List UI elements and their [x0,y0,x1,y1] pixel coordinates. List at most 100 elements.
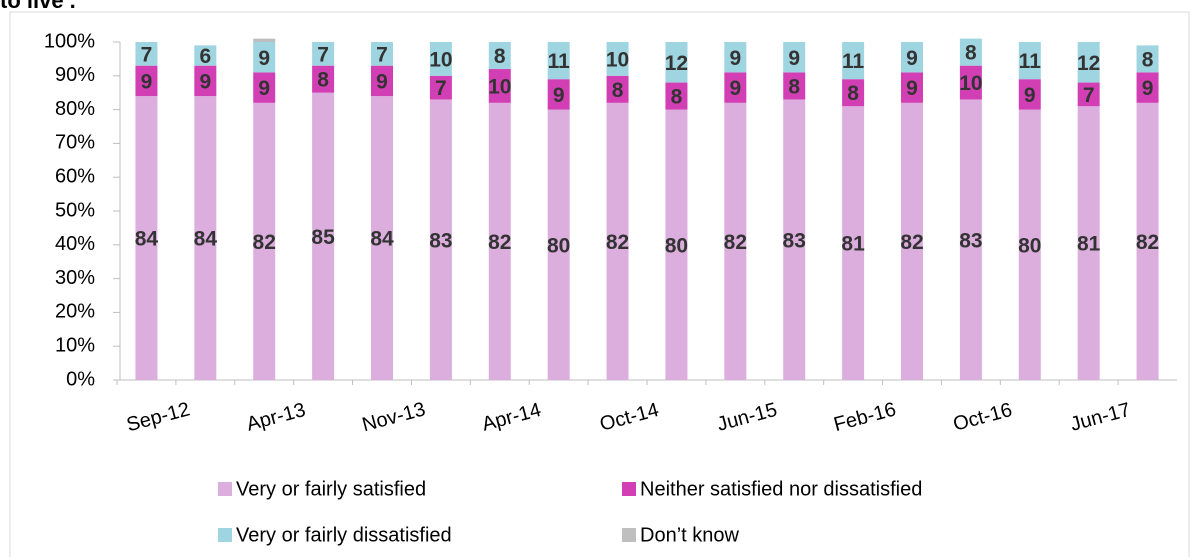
data-label: 7 [141,43,153,66]
bar-segment [1018,109,1041,380]
y-tick-label: 100% [44,30,95,52]
bar-segment [783,72,806,100]
bar-segment [724,102,747,380]
bar-segment [665,82,688,110]
x-tick-label: Jun-17 [1068,399,1133,436]
bar-segment [253,38,276,42]
data-label: 8 [965,42,977,65]
data-label: 80 [1018,234,1041,257]
bar-segment [959,38,982,66]
legend-label: Don’t know [640,524,739,546]
x-tick-label: Sep-12 [124,398,192,436]
data-label: 81 [1077,233,1101,256]
bar-segment [665,109,688,380]
y-tick-label: 80% [55,98,95,120]
data-label: 8 [317,69,329,92]
data-label: 83 [959,229,982,252]
bar-segment [901,102,923,380]
data-label: 82 [253,231,276,254]
y-tick-label: 10% [55,334,95,356]
bar-segment [1077,82,1100,107]
x-tick-label: Oct-14 [598,399,662,436]
data-label: 81 [841,233,865,256]
x-tick-label: Feb-16 [831,398,898,436]
data-label: 85 [311,226,335,249]
bar-segment [135,42,158,66]
data-label: 8 [1142,48,1154,71]
y-tick-label: 90% [55,64,95,86]
legend-swatch [218,482,232,496]
bar-segment [724,42,747,73]
data-label: 9 [258,47,270,70]
data-label: 11 [842,50,865,73]
data-label: 11 [1019,50,1042,73]
data-label: 82 [1136,231,1159,254]
bar-segment [429,42,452,76]
bar-segment [253,42,276,73]
bar-segment [606,75,629,103]
y-tick-label: 50% [55,199,95,221]
data-label: 7 [376,43,388,66]
bar-segment [901,42,923,73]
bar-segment [371,96,393,380]
chart-frame [9,11,1190,557]
data-label: 9 [258,77,270,100]
data-label: 7 [435,77,447,100]
bar-segment [959,99,982,381]
x-tick-label: Jun-15 [715,399,780,436]
bar-segment [1077,42,1100,83]
bar-segment [429,99,452,381]
data-label: 12 [665,52,688,75]
data-label: 83 [429,229,452,252]
data-label: 8 [788,75,800,98]
bar-segment [312,65,335,93]
bar-segment [194,65,217,97]
data-label: 11 [548,50,571,73]
legend-label: Neither satisfied nor dissatisfied [640,478,922,500]
bar-segment [488,102,511,380]
data-label: 8 [847,82,859,105]
data-label: 10 [429,48,452,71]
bar-segment [253,72,276,103]
data-label: 8 [612,79,624,102]
data-label: 6 [199,45,211,68]
y-tick-label: 30% [55,267,95,289]
x-tick-label: Apr-14 [480,399,544,436]
bar-segment [783,42,806,73]
data-label: 9 [376,70,388,93]
data-label: 80 [665,234,688,257]
bar-segment [665,42,688,83]
bar-segment [901,72,923,103]
data-label: 80 [547,234,570,257]
data-label: 9 [1142,77,1154,100]
data-label: 10 [959,72,982,95]
data-label: 82 [488,231,511,254]
bar-segment [253,102,276,380]
y-tick-label: 0% [66,368,95,390]
bar-segment [606,102,629,380]
data-label: 8 [671,86,683,109]
legend-swatch [622,528,636,542]
y-tick-label: 70% [55,132,95,154]
bar-segment [194,45,217,66]
legend-swatch [622,482,636,496]
data-label: 9 [553,84,565,107]
data-label: 9 [906,77,918,100]
bar-segment [842,42,865,80]
bar-segment [783,99,806,381]
data-label: 9 [729,47,741,70]
y-tick-label: 40% [55,233,95,255]
x-tick-label: Nov-13 [360,398,428,436]
data-label: 84 [135,228,159,251]
chart-title: to live’. [0,0,76,13]
bar-segment [547,79,570,110]
bar-segment [135,65,158,97]
data-label: 9 [906,47,918,70]
data-label: 10 [488,75,511,98]
bar-segment [371,42,393,66]
bar-segment [135,96,158,380]
bar-segment [488,69,511,103]
data-label: 8 [494,45,506,68]
x-tick-label: Oct-16 [951,399,1015,436]
bar-segment [488,42,511,70]
